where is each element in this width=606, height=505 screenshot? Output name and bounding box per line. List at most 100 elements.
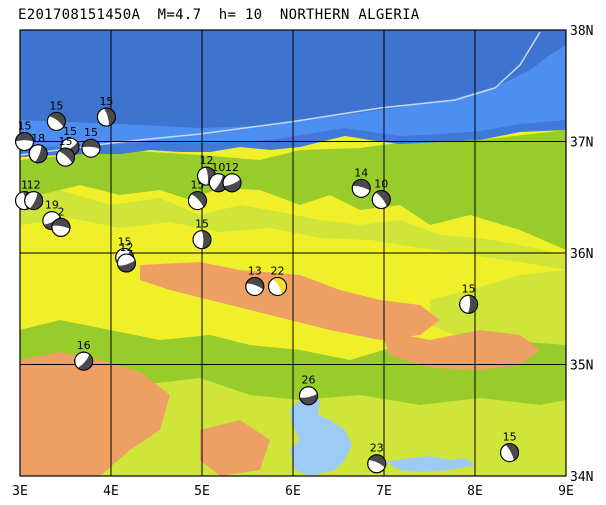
compressional-quadrant	[352, 179, 371, 191]
focal-mechanism[interactable]: 12	[24, 179, 44, 211]
lake-chott-melrhir	[290, 395, 352, 476]
depth-label: 15	[84, 126, 98, 139]
compressional-quadrant	[468, 295, 478, 314]
depth-label: 19	[45, 199, 59, 212]
depth-label: 1	[21, 179, 28, 192]
depth-label: 15	[195, 218, 209, 231]
depth-label: 15	[462, 282, 476, 295]
beachball-outline	[459, 294, 479, 314]
highland-central	[140, 262, 440, 340]
compressional-quadrant	[29, 192, 43, 210]
beachball-outline	[192, 230, 212, 250]
map-title: E201708151450A M=4.7 h= 10 NORTHERN ALGE…	[18, 7, 420, 23]
depth-label: 15	[503, 431, 517, 444]
eastern-green-belt	[430, 270, 566, 360]
beachball-outline	[245, 276, 265, 296]
lon-tick-label: 4E	[103, 484, 119, 499]
depth-label: 12	[27, 179, 41, 192]
focal-mechanism[interactable]: 18	[28, 132, 48, 164]
compressional-quadrant	[375, 190, 391, 207]
beachball-outline	[56, 147, 75, 167]
focal-mechanism[interactable]: 15	[459, 282, 479, 314]
focal-mechanism[interactable]: 15	[500, 431, 520, 463]
beachball-outline	[500, 443, 520, 463]
depth-label: 22	[271, 264, 285, 277]
depth-label: 15	[18, 120, 32, 133]
beachball-outline	[351, 178, 371, 198]
focal-mechanism[interactable]: 22	[268, 264, 288, 296]
beachball-outline	[24, 191, 44, 211]
compressional-quadrant	[49, 112, 66, 127]
beachball-outline	[116, 253, 136, 273]
focal-mechanism[interactable]: 15	[56, 135, 75, 167]
compressional-quadrant	[34, 145, 48, 163]
beachball-outline	[187, 191, 207, 211]
compressional-quadrant	[103, 107, 116, 126]
focal-mechanism[interactable]: 15	[15, 120, 35, 151]
plate-boundary-line	[20, 31, 541, 156]
focal-mechanism[interactable]: 10	[371, 177, 391, 209]
map-frame	[19, 29, 567, 477]
depth-label: 15	[49, 99, 63, 112]
lon-tick-label: 6E	[285, 484, 301, 499]
highland-west	[20, 352, 170, 476]
compressional-quadrant	[58, 148, 75, 164]
compressional-quadrant	[82, 139, 100, 149]
lat-tick-label: 38N	[570, 24, 593, 39]
compressional-quadrant	[223, 179, 242, 192]
focal-mechanism[interactable]: 13	[245, 264, 265, 296]
compressional-quadrant	[117, 260, 136, 273]
depth-label: 10	[211, 161, 225, 174]
depth-label: 12	[200, 154, 214, 167]
focal-mechanism[interactable]: 23	[367, 442, 387, 474]
latitude-tick-labels: 38N 37N 36N 35N 34N	[570, 24, 593, 485]
focal-mechanism[interactable]: 12	[116, 241, 136, 273]
compressional-quadrant	[191, 191, 207, 208]
continental-shelf	[20, 45, 566, 155]
beachball-outline	[81, 138, 101, 158]
depth-label: 15	[59, 135, 73, 148]
beachball-outline	[28, 144, 48, 164]
lon-tick-label: 3E	[12, 484, 28, 499]
focal-mechanism[interactable]: 14	[351, 166, 371, 198]
lon-tick-label: 5E	[194, 484, 210, 499]
depth-label: 18	[31, 132, 45, 145]
longitude-tick-labels: 3E 4E 5E 6E 7E 8E 9E	[12, 484, 574, 499]
compressional-quadrant	[77, 354, 93, 371]
focal-mechanism[interactable]: 16	[74, 339, 94, 371]
highland-south	[200, 420, 270, 476]
lon-tick-label: 9E	[558, 484, 574, 499]
beachball-outline	[96, 107, 116, 127]
focal-mechanism[interactable]: 15	[192, 218, 212, 250]
focal-mechanism[interactable]: 15	[96, 95, 116, 127]
compressional-quadrant	[15, 132, 34, 142]
compressional-quadrant	[272, 277, 287, 294]
focal-mechanism[interactable]: 15	[46, 99, 66, 131]
beachball-outline	[222, 173, 242, 193]
focal-mechanism[interactable]: 2	[51, 205, 71, 237]
focal-mechanism[interactable]: 15	[81, 126, 101, 158]
focal-mechanism[interactable]: 26	[298, 374, 318, 406]
focal-mechanism[interactable]: 10	[208, 161, 228, 193]
depth-label: 15	[99, 95, 113, 108]
depth-label: 10	[374, 177, 388, 190]
compressional-quadrant	[246, 277, 264, 290]
lat-tick-label: 35N	[570, 359, 593, 374]
compressional-quadrant	[368, 454, 386, 468]
focal-mechanism[interactable]: 12	[222, 161, 242, 193]
lat-tick-label: 37N	[570, 136, 593, 151]
lon-tick-label: 8E	[467, 484, 483, 499]
lat-tick-label: 34N	[570, 470, 593, 485]
beachball-outline	[46, 111, 66, 131]
beachball-outline	[268, 276, 288, 296]
depth-label: 16	[77, 339, 91, 352]
beachball-outline	[51, 217, 71, 237]
beachball-outline	[15, 132, 35, 151]
depth-label: 23	[370, 442, 384, 455]
depth-label: 14	[354, 166, 368, 179]
depth-label: 12	[119, 241, 133, 254]
depth-label: 13	[248, 264, 262, 277]
depth-label: 15	[118, 235, 132, 248]
